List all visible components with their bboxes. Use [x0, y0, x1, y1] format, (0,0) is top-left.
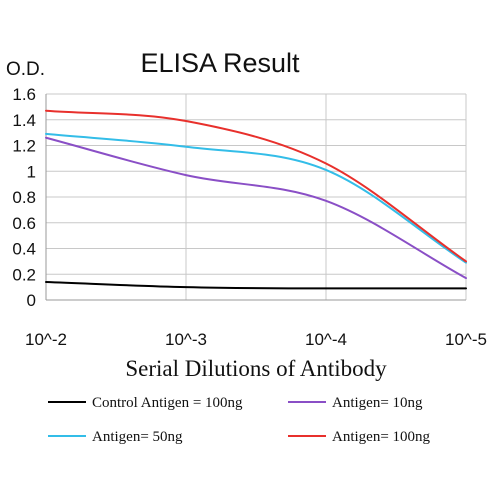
y-axis-label: O.D.	[6, 59, 45, 80]
series-line-control-antigen-100ng	[45, 280, 467, 290]
legend-item-control-antigen-100ng: Control Antigen = 100ng	[48, 395, 243, 411]
y-tick-label: 1.2	[12, 137, 36, 156]
y-tick-labels: 0 0.2 0.4 0.6 0.8 1 1.2 1.4 1.6	[12, 85, 36, 310]
y-tick-label: 0	[27, 291, 36, 310]
y-tick-label: 1.4	[12, 111, 36, 130]
legend-item-antigen-100ng: Antigen= 100ng	[288, 429, 431, 445]
x-axis-label: Serial Dilutions of Antibody	[125, 356, 387, 381]
x-tick-labels: 10^-2 10^-3 10^-4 10^-5	[25, 330, 487, 349]
grid-layer	[45, 93, 467, 301]
y-tick-label: 1	[27, 162, 36, 181]
axis-layer	[45, 94, 466, 301]
legend-label: Control Antigen = 100ng	[92, 395, 243, 411]
x-tick-label: 10^-2	[25, 330, 67, 349]
legend-label: Antigen= 100ng	[332, 429, 431, 445]
y-tick-label: 0.2	[12, 265, 36, 284]
series-line-antigen-50ng	[45, 132, 467, 264]
legend: Control Antigen = 100ng Antigen= 10ng Anti…	[48, 395, 431, 445]
y-tick-label: 0.6	[12, 214, 36, 233]
legend-item-antigen-50ng: Antigen= 50ng	[48, 429, 183, 445]
y-tick-label: 0.8	[12, 188, 36, 207]
series-line-antigen-10ng	[45, 136, 467, 280]
x-tick-label: 10^-5	[445, 330, 487, 349]
legend-label: Antigen= 50ng	[92, 429, 183, 445]
legend-item-antigen-10ng: Antigen= 10ng	[288, 395, 423, 411]
y-tick-label: 0.4	[12, 240, 36, 259]
series-layer	[45, 109, 467, 290]
legend-label: Antigen= 10ng	[332, 395, 423, 411]
x-tick-label: 10^-3	[165, 330, 207, 349]
series-line-antigen-100ng	[45, 109, 467, 263]
chart-title: ELISA Result	[140, 48, 300, 78]
x-tick-label: 10^-4	[305, 330, 347, 349]
y-tick-label: 1.6	[12, 85, 36, 104]
